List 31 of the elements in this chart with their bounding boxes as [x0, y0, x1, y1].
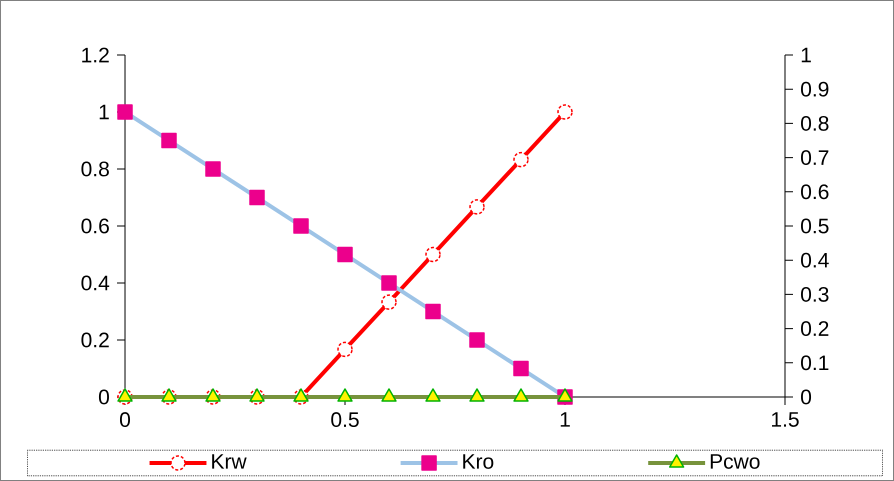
y2-tick-label: 0.8 [801, 116, 828, 131]
point [337, 342, 353, 358]
y-tick-label: 1 [100, 104, 109, 120]
y2-tick-label: 0.9 [801, 82, 828, 97]
y2-tick-label: 0.3 [801, 286, 828, 302]
x-tick-label: 0 [120, 412, 130, 428]
y2-tick-label: 0.5 [801, 218, 828, 234]
y2-tick-label: 0.7 [801, 150, 828, 166]
point [381, 294, 397, 310]
legend-label: Kro [463, 454, 494, 469]
point [513, 152, 529, 168]
y2-tick-label: 0.2 [801, 321, 828, 336]
y-tick-label: 0.8 [81, 162, 109, 176]
y2-tick-label: 0 [801, 390, 812, 404]
y2-tick-label: 0.6 [801, 184, 828, 200]
point [557, 104, 573, 120]
y2-tick-label: 0.1 [801, 355, 828, 370]
legend-label: Pcwo [710, 454, 760, 469]
x-tick-label: 1 [560, 412, 570, 427]
y2-tick-label: 0.4 [801, 252, 829, 268]
y-tick-label: 0 [98, 390, 109, 404]
y-tick-label: 0.4 [81, 276, 110, 290]
y-tick-label: 1.2 [82, 48, 109, 62]
y2-tick-label: 1 [802, 48, 811, 62]
y-tick-label: 0.2 [81, 332, 109, 348]
x-tick-label: 0.5 [331, 412, 359, 428]
y-tick-label: 0.6 [81, 218, 109, 234]
x-tick-label: 1.5 [772, 412, 799, 427]
legend-label: Krw [212, 454, 247, 469]
point [469, 199, 485, 215]
point [425, 246, 441, 262]
